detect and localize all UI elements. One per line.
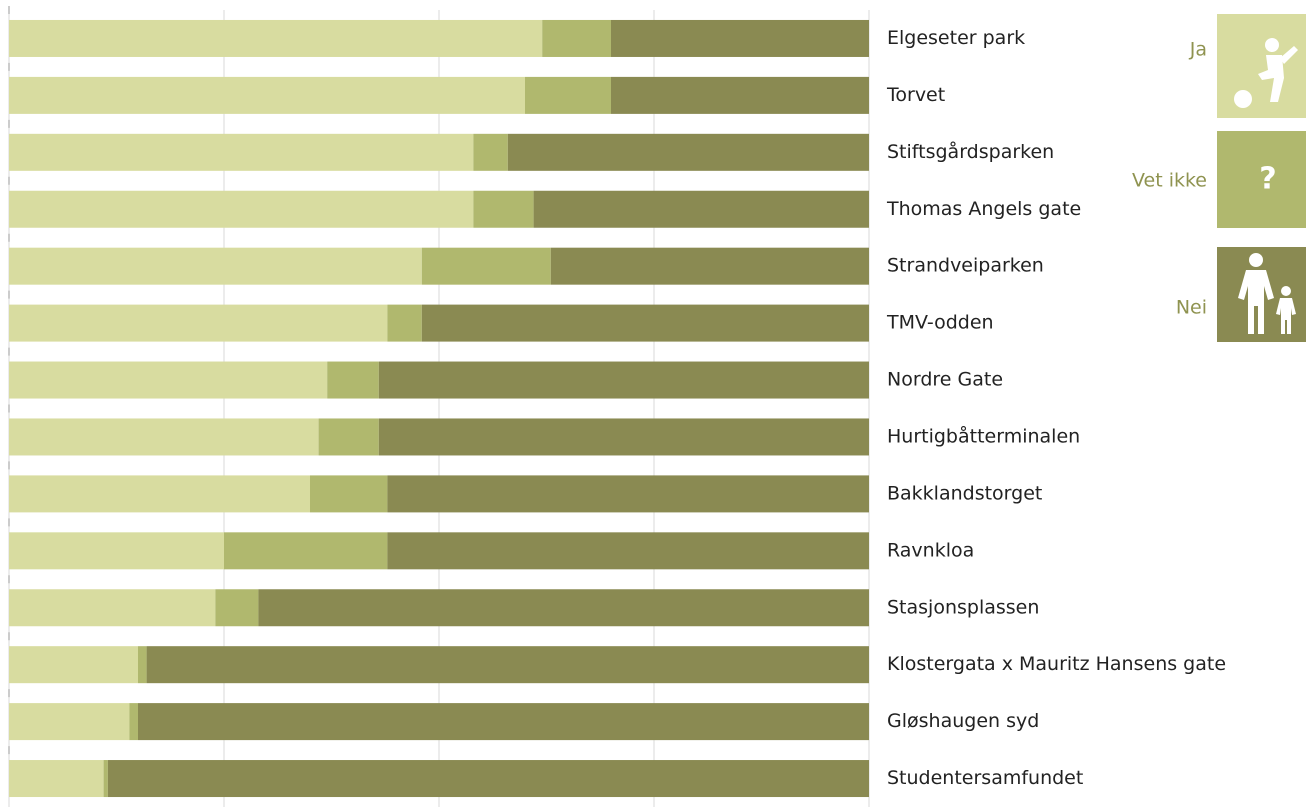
legend-label: Vet ikke bbox=[1132, 170, 1207, 192]
bar-segment bbox=[9, 76, 525, 114]
bar-segment bbox=[9, 418, 319, 456]
category-label: Gløshaugen syd bbox=[887, 710, 1039, 732]
bar-segment bbox=[387, 475, 869, 513]
bar-segment bbox=[611, 19, 869, 57]
category-label: Bakklandstorget bbox=[887, 482, 1042, 504]
legend-swatch bbox=[1217, 131, 1306, 228]
bar-segment bbox=[258, 589, 869, 627]
category-label: Hurtigbåtterminalen bbox=[887, 424, 1080, 447]
bar-segment bbox=[9, 133, 474, 171]
legend-label: Ja bbox=[1189, 39, 1207, 61]
bar-segment bbox=[318, 418, 379, 456]
icon-question: ? bbox=[1259, 162, 1276, 197]
icon-play bbox=[1234, 38, 1298, 108]
bar-segment bbox=[9, 532, 224, 570]
bar-segment bbox=[378, 361, 869, 399]
category-label: Klostergata x Mauritz Hansens gate bbox=[887, 653, 1226, 675]
bar-segment bbox=[107, 760, 869, 798]
category-label: Strandveiparken bbox=[887, 255, 1044, 277]
bar-segment bbox=[550, 247, 869, 285]
category-label: Elgeseter park bbox=[887, 27, 1025, 49]
bar-segment bbox=[215, 589, 259, 627]
bar-segment bbox=[387, 532, 869, 570]
bar-segment bbox=[507, 133, 869, 171]
bar-segment bbox=[9, 475, 310, 513]
bar-segment bbox=[9, 760, 104, 798]
bar-segment bbox=[9, 589, 216, 627]
category-label: Thomas Angels gate bbox=[886, 198, 1081, 220]
bar-segment bbox=[611, 76, 869, 114]
bar-segment bbox=[138, 646, 147, 684]
category-label: TMV-odden bbox=[886, 312, 994, 334]
category-label: Studentersamfundet bbox=[887, 767, 1083, 789]
bar-segment bbox=[146, 646, 870, 684]
bar-segment bbox=[387, 304, 422, 342]
category-label: Nordre Gate bbox=[887, 369, 1003, 391]
bar-segment bbox=[224, 532, 388, 570]
bar-segment bbox=[9, 361, 328, 399]
bar-segment bbox=[310, 475, 388, 513]
bar-segment bbox=[533, 190, 869, 228]
category-label: Stiftsgårdsparken bbox=[887, 140, 1054, 163]
bar-segment bbox=[9, 247, 422, 285]
bar-segment bbox=[473, 190, 534, 228]
plot-area: Elgeseter park Torvet Stiftsgårdsparken Tho… bbox=[8, 6, 1226, 807]
bar-segment bbox=[421, 247, 551, 285]
bar-segment bbox=[542, 19, 611, 57]
bar-segment bbox=[421, 304, 869, 342]
bar-segment bbox=[9, 703, 130, 741]
legend-label: Nei bbox=[1176, 297, 1207, 319]
bar-segment bbox=[9, 190, 474, 228]
bar-segment bbox=[9, 304, 388, 342]
bar-segment bbox=[525, 76, 611, 114]
bar-segment bbox=[327, 361, 379, 399]
bar-segment bbox=[129, 703, 138, 741]
category-label: Torvet bbox=[886, 84, 945, 106]
category-label: Ravnkloa bbox=[887, 539, 974, 561]
bar-segment bbox=[473, 133, 508, 171]
legend: Ja Vet ikke ? Nei bbox=[1132, 14, 1306, 342]
bar-segment bbox=[378, 418, 869, 456]
bar-segment bbox=[9, 19, 543, 57]
legend-swatch bbox=[1217, 14, 1306, 118]
bar-segment bbox=[9, 646, 138, 684]
bar-segment bbox=[138, 703, 869, 741]
category-label: Stasjonsplassen bbox=[887, 596, 1039, 618]
icon-adult-child bbox=[1238, 253, 1296, 334]
bar-segment bbox=[103, 760, 108, 798]
